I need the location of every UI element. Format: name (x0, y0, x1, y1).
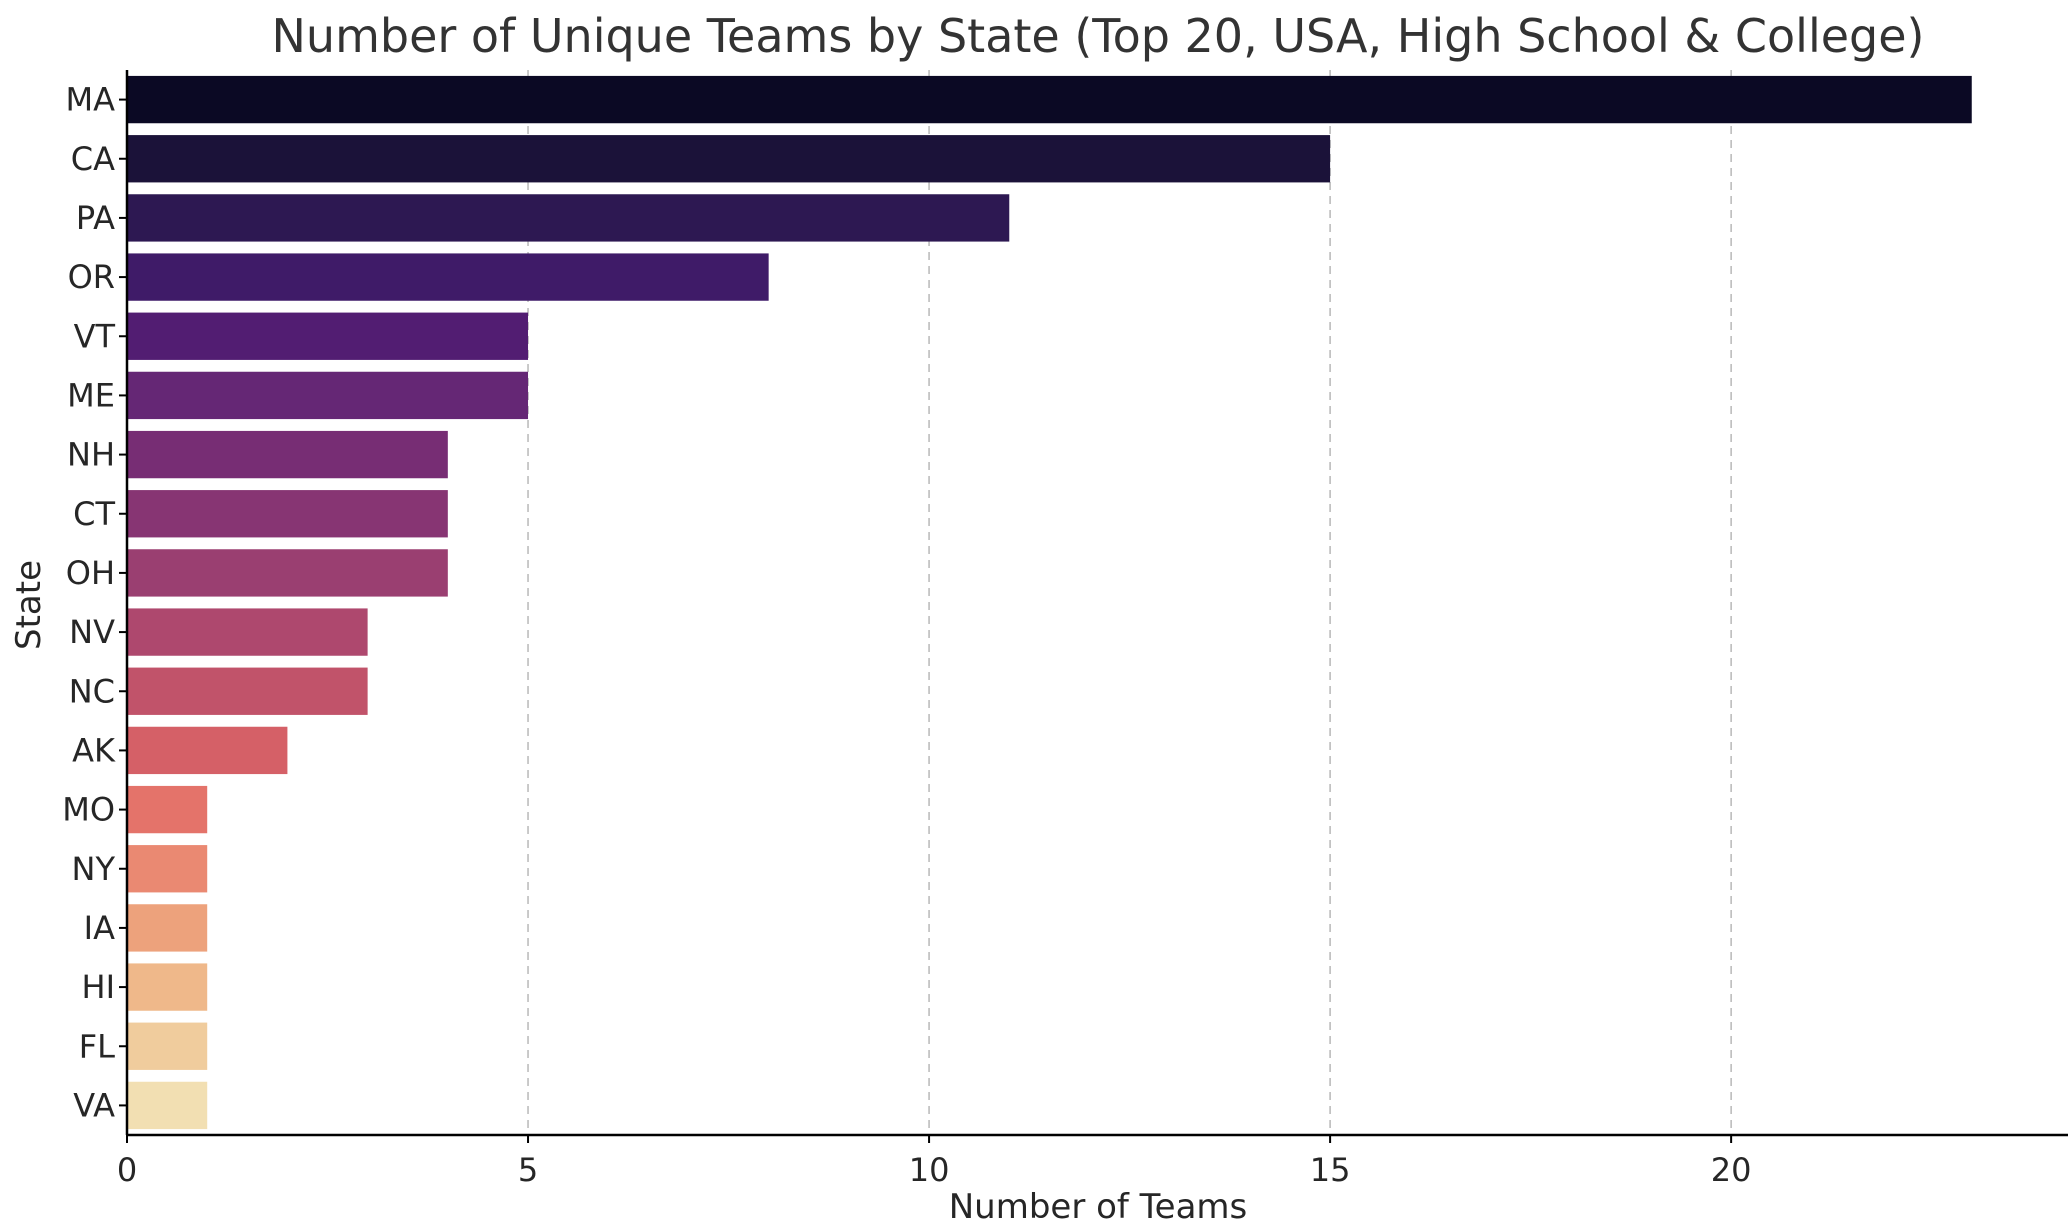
bar-nc (127, 667, 368, 715)
x-tick-label: 5 (518, 1151, 538, 1189)
y-tick-label: OR (68, 258, 115, 296)
bar-ny (127, 845, 208, 893)
bar-ia (127, 904, 208, 952)
bar-va (127, 1081, 208, 1130)
bar-ma (127, 75, 1972, 124)
y-tick-label: MO (62, 791, 115, 829)
y-tick-label: ME (67, 376, 115, 414)
y-tick-label: OH (66, 554, 115, 592)
x-tick-labels: 0 5 10 15 20 (117, 1135, 1752, 1189)
x-tick-label: 15 (1310, 1151, 1351, 1189)
x-axis-label: Number of Teams (949, 1187, 1248, 1227)
bar-pa (127, 194, 1010, 242)
bar-ca (127, 135, 1331, 183)
y-tick-label: MA (66, 81, 116, 119)
bar-me (127, 371, 529, 420)
bar-hi (127, 963, 208, 1011)
y-tick-label: NV (69, 613, 115, 651)
y-tick-label: VT (74, 317, 116, 355)
bar-nh (127, 430, 448, 479)
y-tick-labels: MA CA PA OR VT ME NH CT OH NV NC AK MO NY IA HI FL VA (62, 81, 127, 1124)
bar-ak (127, 726, 288, 775)
x-tick-label: 0 (117, 1151, 137, 1189)
y-tick-label: CA (71, 140, 115, 178)
y-tick-label: PA (76, 199, 115, 237)
y-tick-label: NH (67, 436, 115, 474)
y-tick-label: NC (69, 672, 115, 710)
x-tick-label: 10 (909, 1151, 950, 1189)
x-tick-label: 20 (1711, 1151, 1752, 1189)
bar-oh (127, 549, 448, 597)
bar-nv (127, 608, 368, 656)
bar-mo (127, 785, 208, 834)
y-tick-label: IA (84, 909, 115, 947)
y-tick-label: CT (73, 495, 115, 533)
y-tick-label: HI (82, 968, 116, 1006)
y-axis-label: State (9, 560, 49, 650)
y-tick-label: NY (72, 850, 116, 888)
bar-layer (127, 75, 1972, 1130)
bar-ct (127, 490, 448, 538)
bar-fl (127, 1022, 208, 1070)
chart-title: Number of Unique Teams by State (Top 20,… (272, 9, 1925, 63)
bar-or (127, 253, 769, 301)
bar-vt (127, 312, 529, 360)
y-tick-label: AK (72, 731, 116, 769)
y-tick-label: FL (79, 1027, 115, 1065)
grid-layer (527, 70, 1732, 1135)
y-tick-label: VA (73, 1086, 115, 1124)
